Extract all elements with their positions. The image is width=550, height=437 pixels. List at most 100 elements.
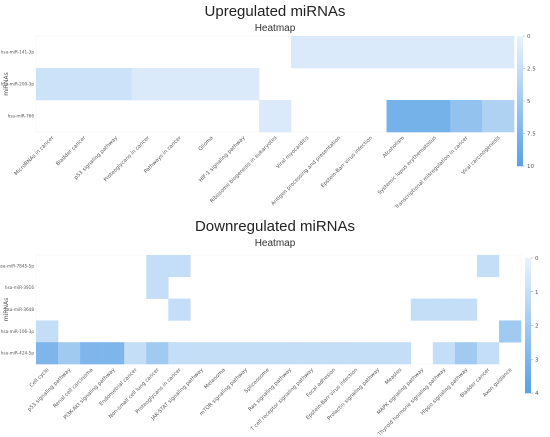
downregulated-row-label: hsa-miR-424-5p (1, 351, 35, 356)
upregulated-colorbar-segment (517, 153, 523, 157)
downregulated-colorbar-segment (525, 325, 531, 330)
upregulated-column-label: Epstein-Barr virus infection (320, 135, 374, 189)
upregulated-chart-subtitle: Heatmap (255, 23, 296, 34)
upregulated-heatmap-cell (386, 36, 419, 69)
upregulated-colorbar-segment (517, 143, 523, 147)
downregulated-colorbar-segment (525, 342, 531, 347)
downregulated-heatmap-cell (366, 342, 390, 365)
downregulated-row-label: hsa-miR-7845-5p (0, 263, 34, 268)
downregulated-heatmap-cell (190, 342, 213, 365)
upregulated-colorbar-segment (517, 36, 523, 40)
upregulated-chart-title: Upregulated miRNAs (205, 3, 346, 20)
upregulated-row-label: hsa-miR-200-3p (1, 82, 35, 87)
downregulated-row-label: hsa-miR-106-3p (1, 329, 35, 334)
downregulated-heatmap-cell (168, 342, 191, 365)
upregulated-heatmap-cell (131, 68, 164, 101)
downregulated-heatmap-cell (146, 255, 169, 278)
upregulated-column-label: Antigen processing and presentation (270, 135, 342, 207)
downregulated-colorbar-segment (525, 322, 531, 326)
downregulated-heatmap-cell (498, 320, 522, 343)
downregulated-column-label: Measles (384, 367, 403, 386)
upregulated-column-label: Bladder cancer (55, 135, 88, 168)
downregulated-heatmap-cell (476, 255, 500, 278)
downregulated-colorbar-segment (525, 271, 531, 276)
downregulated-colorbar-segment (525, 312, 531, 316)
downregulated-colorbar-segment (525, 379, 531, 384)
upregulated-heatmap-cell (450, 100, 483, 133)
downregulated-colorbar-segment (525, 301, 531, 306)
upregulated-colorbar-segment (517, 97, 523, 102)
downregulated-colorbar-segment (525, 355, 531, 360)
downregulated-colorbar-segment (525, 285, 531, 289)
upregulated-heatmap-cell (322, 36, 355, 69)
downregulated-colorbar-segment (525, 315, 531, 320)
upregulated-colorbar-tick-label: 5 (527, 99, 531, 105)
upregulated-colorbar-tick-label: 10 (527, 164, 534, 170)
upregulated-column-label: Transcriptional misregulation in cancer (393, 135, 470, 212)
upregulated-colorbar-segment (517, 107, 523, 112)
upregulated-column-label: MicroRNAs in cancer (13, 135, 55, 177)
downregulated-heatmap-cell (102, 342, 125, 365)
downregulated-column-label: mTOR signaling pathway (199, 367, 249, 417)
upregulated-colorbar-segment (517, 78, 523, 82)
upregulated-heatmap-cell (290, 36, 324, 69)
downregulated-colorbar-tick-label: 1 (535, 290, 539, 296)
upregulated-heatmap-cell (418, 36, 451, 69)
downregulated-column-label: p53 signaling pathway (27, 367, 73, 413)
upregulated-colorbar-segment (517, 104, 523, 108)
upregulated-colorbar-segment (517, 123, 523, 128)
upregulated-colorbar-segment (517, 49, 523, 53)
upregulated-colorbar-segment (517, 45, 523, 50)
upregulated-colorbar-segment (517, 127, 523, 131)
downregulated-column-label: Endometrial cancer (99, 367, 140, 408)
downregulated-colorbar-segment (525, 345, 531, 350)
downregulated-heatmap-cell (344, 342, 367, 365)
upregulated-colorbar-segment (517, 110, 523, 115)
upregulated-colorbar-segment (517, 75, 523, 79)
upregulated-colorbar-segment (517, 162, 523, 167)
downregulated-heatmap-cell (410, 298, 434, 321)
upregulated-colorbar-segment (517, 120, 523, 125)
upregulated-colorbar-segment (517, 42, 523, 47)
downregulated-colorbar-segment (525, 382, 531, 387)
downregulated-heatmap-cell (168, 255, 191, 278)
downregulated-colorbar-tick-label: 4 (535, 391, 539, 397)
downregulated-colorbar-segment (525, 305, 531, 309)
downregulated-colorbar-segment (525, 376, 531, 380)
downregulated-colorbar-segment (525, 308, 531, 313)
downregulated-heatmap-cell (146, 342, 169, 365)
downregulated-colorbar-segment (525, 335, 531, 340)
downregulated-heatmap-cell (168, 298, 191, 321)
upregulated-heatmap-cell (482, 36, 515, 69)
upregulated-heatmap-cell (418, 100, 451, 133)
upregulated-row-label: hsa-miR-766 (8, 114, 35, 119)
upregulated-colorbar-segment (517, 58, 523, 63)
upregulated-heatmap-cell (36, 68, 69, 101)
upregulated-colorbar-segment (517, 156, 523, 160)
upregulated-heatmap-cell (386, 100, 419, 133)
downregulated-heatmap-cell (388, 342, 412, 365)
downregulated-colorbar-segment (525, 264, 531, 269)
upregulated-colorbar-tick-label: 2.5 (527, 67, 536, 73)
upregulated-row-label: hsa-miR-141-3p (1, 50, 35, 55)
downregulated-heatmap-cell (58, 342, 81, 365)
downregulated-colorbar-segment (525, 359, 531, 363)
upregulated-heatmap-cell (354, 36, 387, 69)
downregulated-colorbar-tick-label: 2 (535, 324, 539, 330)
upregulated-column-label: Systemic lupus erythematosus (377, 135, 438, 196)
downregulated-heatmap-cell (322, 342, 345, 365)
downregulated-column-label: Melanoma (203, 367, 226, 390)
upregulated-heatmap-cell (67, 68, 101, 101)
upregulated-heatmap-cell (259, 100, 292, 133)
upregulated-colorbar-segment (517, 146, 523, 151)
downregulated-heatmap-cell (80, 342, 103, 365)
downregulated-colorbar-segment (525, 366, 531, 370)
downregulated-colorbar-segment (525, 274, 531, 279)
downregulated-chart-subtitle: Heatmap (255, 238, 296, 249)
downregulated-colorbar-segment (525, 258, 531, 262)
downregulated-colorbar-segment (525, 372, 531, 377)
downregulated-heatmap-cell (146, 276, 169, 299)
downregulated-colorbar-segment (525, 281, 531, 286)
downregulated-colorbar-segment (525, 339, 531, 343)
upregulated-column-label: Alcoholism (382, 135, 406, 159)
